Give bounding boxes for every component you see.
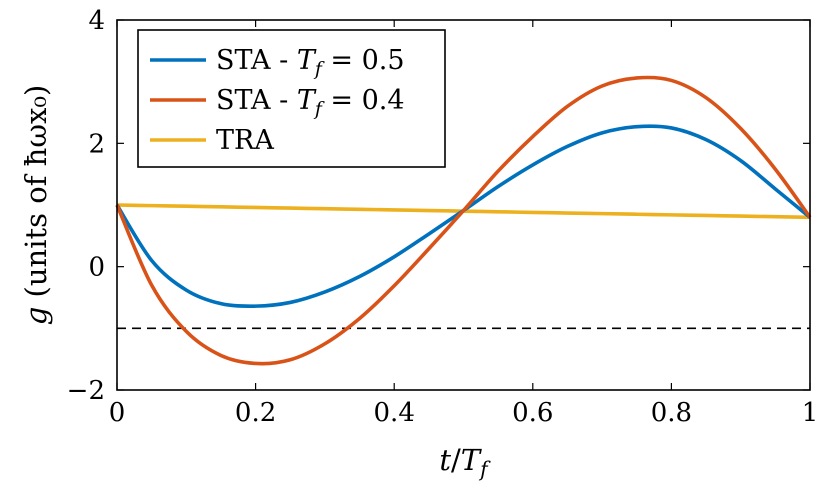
x-tick-label: 0.6 (512, 398, 553, 428)
x-tick-label: 0 (109, 398, 126, 428)
plot-frame (116, 19, 811, 391)
y-tick-label: 4 (88, 6, 105, 36)
y-tick-label: −2 (67, 376, 105, 406)
x-axis-label: t/Tf (439, 443, 491, 481)
y-tick-label: 0 (88, 253, 105, 283)
y-axis-label: g (units of ħωx₀) (19, 85, 53, 326)
series-line-2 (115, 75, 812, 366)
y-tick-label: 2 (88, 129, 105, 159)
x-tick-label: 0.2 (235, 398, 276, 428)
x-tick-label: 0.4 (374, 398, 415, 428)
legend-label: STA - Tf = 0.5 (216, 45, 405, 80)
legend-label: STA - Tf = 0.4 (216, 85, 405, 120)
legend: STA - Tf = 0.5 STA - Tf = 0.4 TRA (137, 29, 446, 168)
x-tick-label: 0.8 (651, 398, 692, 428)
x-tick-label: 1 (802, 398, 819, 428)
plot-marks (115, 75, 812, 366)
legend-label: TRA (216, 125, 274, 156)
